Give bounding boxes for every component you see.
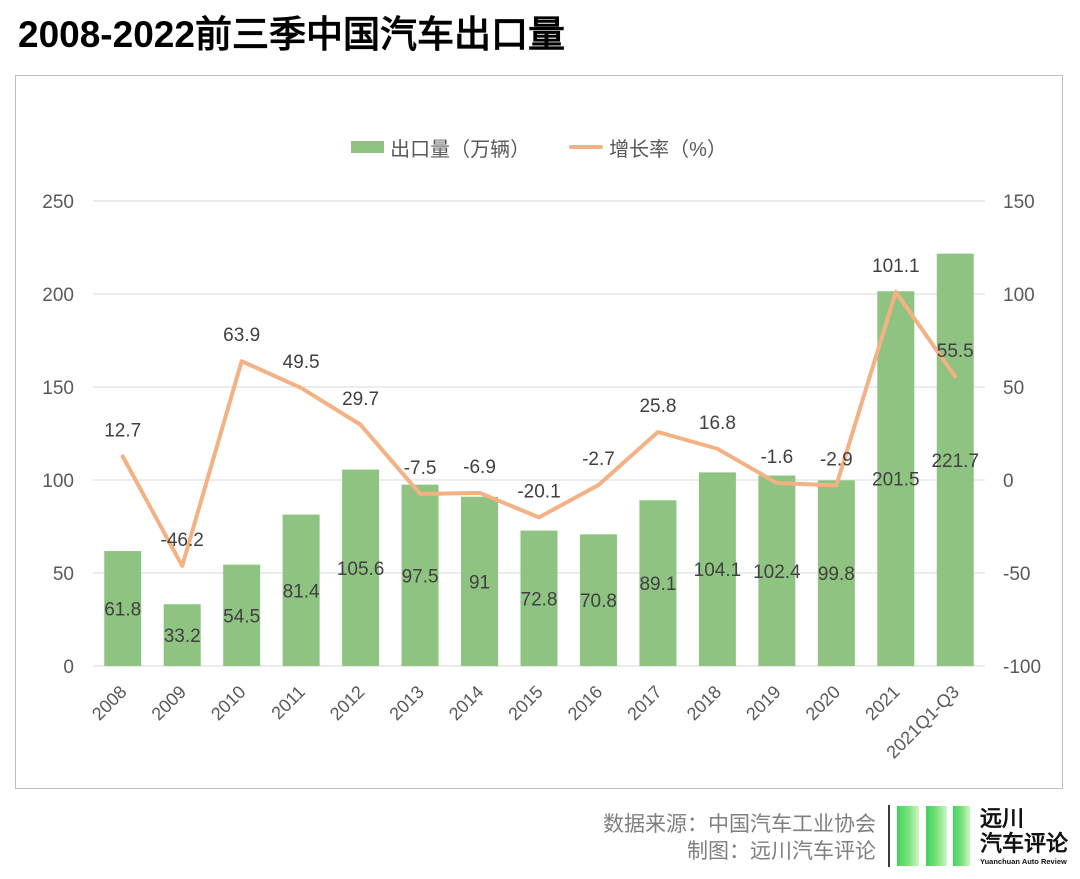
y-left-tick-label: 0 [63, 657, 74, 678]
growth-rate-label-2010: 63.9 [223, 325, 260, 346]
bar-value-label-2012: 105.6 [337, 559, 385, 580]
logo-stripe-icon [953, 806, 970, 866]
x-tick-label-2017: 2017 [623, 682, 665, 724]
bar-2021q1-q3 [936, 253, 974, 666]
chart-legend: 出口量（万辆） 增长率（%） [15, 133, 1063, 161]
y-right-tick-label: 100 [1003, 285, 1035, 306]
legend-label-growth-rate: 增长率（%） [609, 138, 727, 161]
bar-2010 [223, 564, 261, 666]
y-right-tick-label: -100 [1003, 657, 1041, 678]
bar-2017 [639, 500, 677, 666]
growth-rate-label-2021: 101.1 [872, 256, 920, 277]
x-tick-label-2013: 2013 [385, 682, 427, 724]
growth-rate-label-2020: -2.9 [820, 449, 853, 470]
bar-value-label-2008: 61.8 [104, 600, 141, 621]
bar-2013 [401, 484, 439, 666]
bar-value-label-2011: 81.4 [283, 581, 320, 602]
bar-value-label-2020: 99.8 [818, 564, 855, 585]
bar-2009 [163, 604, 201, 666]
x-tick-label-2011: 2011 [267, 682, 309, 724]
data-source-note: 数据来源：中国汽车工业协会 [603, 813, 876, 836]
bar-value-label-2016: 70.8 [580, 591, 617, 612]
legend-label-export-volume: 出口量（万辆） [390, 138, 531, 161]
legend-bar-swatch [351, 141, 385, 153]
bar-value-label-2021q1-q3: 221.7 [931, 451, 979, 472]
x-tick-label-2008: 2008 [88, 682, 130, 724]
bar-value-label-2019: 102.4 [753, 562, 801, 583]
bar-2014 [461, 496, 499, 666]
bar-2018 [698, 472, 736, 666]
logo-divider [888, 805, 890, 867]
bar-2019 [758, 475, 796, 666]
bar-value-label-2009: 33.2 [164, 626, 201, 647]
growth-rate-label-2012: 29.7 [342, 389, 379, 410]
bar-2008 [104, 551, 142, 666]
x-tick-label-2018: 2018 [683, 682, 725, 724]
y-right-tick-label: 50 [1003, 378, 1024, 399]
growth-rate-label-2016: -2.7 [582, 449, 615, 470]
growth-rate-label-2008: 12.7 [104, 420, 141, 441]
bar-2020 [817, 480, 855, 666]
x-tick-label-2021: 2021 [861, 682, 903, 724]
growth-rate-label-2009: -46.2 [161, 530, 204, 551]
growth-rate-label-2015: -20.1 [517, 481, 560, 502]
bar-value-label-2015: 72.8 [521, 589, 558, 610]
growth-rate-label-2017: 25.8 [639, 396, 676, 417]
legend-item-growth-rate: 增长率（%） [569, 133, 727, 162]
x-tick-label-2010: 2010 [207, 682, 249, 724]
logo-stripe-icon [897, 806, 919, 866]
growth-rate-label-2021q1-q3: 55.5 [937, 341, 974, 362]
growth-rate-label-2019: -1.6 [760, 447, 793, 468]
bar-2011 [282, 514, 320, 666]
y-right-tick-label: 0 [1003, 471, 1014, 492]
bar-2021 [877, 291, 915, 666]
growth-rate-line [120, 289, 958, 568]
chart-credit-note: 制图：远川汽车评论 [687, 840, 876, 863]
growth-rate-label-2011: 49.5 [283, 352, 320, 373]
growth-rate-label-2013: -7.5 [404, 458, 437, 479]
bar-2016 [579, 534, 617, 666]
x-tick-label-2009: 2009 [148, 682, 190, 724]
legend-item-export-volume: 出口量（万辆） [351, 133, 530, 162]
growth-rate-label-2018: 16.8 [699, 413, 736, 434]
logo-tagline: Yuanchuan Auto Review [980, 857, 1067, 866]
y-right-tick-label: -50 [1003, 564, 1030, 585]
y-left-tick-label: 100 [42, 471, 74, 492]
x-tick-label-2016: 2016 [564, 682, 606, 724]
y-left-tick-label: 250 [42, 192, 74, 213]
logo-name-line1: 远川 [980, 806, 1025, 831]
chart-title: 2008-2022前三季中国汽车出口量 [18, 14, 565, 55]
x-tick-label-2015: 2015 [504, 682, 546, 724]
bar-2015 [520, 530, 558, 666]
x-tick-label-2012: 2012 [326, 682, 368, 724]
bar-value-label-2018: 104.1 [694, 560, 742, 581]
y-left-tick-label: 50 [53, 564, 74, 585]
logo-name-line2: 汽车评论 [980, 831, 1069, 856]
y-left-tick-label: 150 [42, 378, 74, 399]
x-tick-label-2020: 2020 [802, 682, 844, 724]
y-right-tick-label: 150 [1003, 192, 1035, 213]
bar-value-label-2021: 201.5 [872, 470, 920, 491]
y-left-tick-label: 200 [42, 285, 74, 306]
bar-2012 [342, 469, 380, 666]
growth-rate-label-2014: -6.9 [463, 457, 496, 478]
bar-value-label-2013: 97.5 [402, 566, 439, 587]
x-tick-label-2014: 2014 [445, 682, 487, 724]
bar-value-label-2010: 54.5 [223, 606, 260, 627]
x-tick-label-2019: 2019 [742, 682, 784, 724]
bar-value-label-2017: 89.1 [639, 574, 676, 595]
legend-line-swatch [569, 145, 604, 149]
export-volume-bars [104, 253, 974, 666]
bar-value-label-2014: 91 [469, 572, 490, 593]
logo-stripe-icon [926, 806, 947, 866]
